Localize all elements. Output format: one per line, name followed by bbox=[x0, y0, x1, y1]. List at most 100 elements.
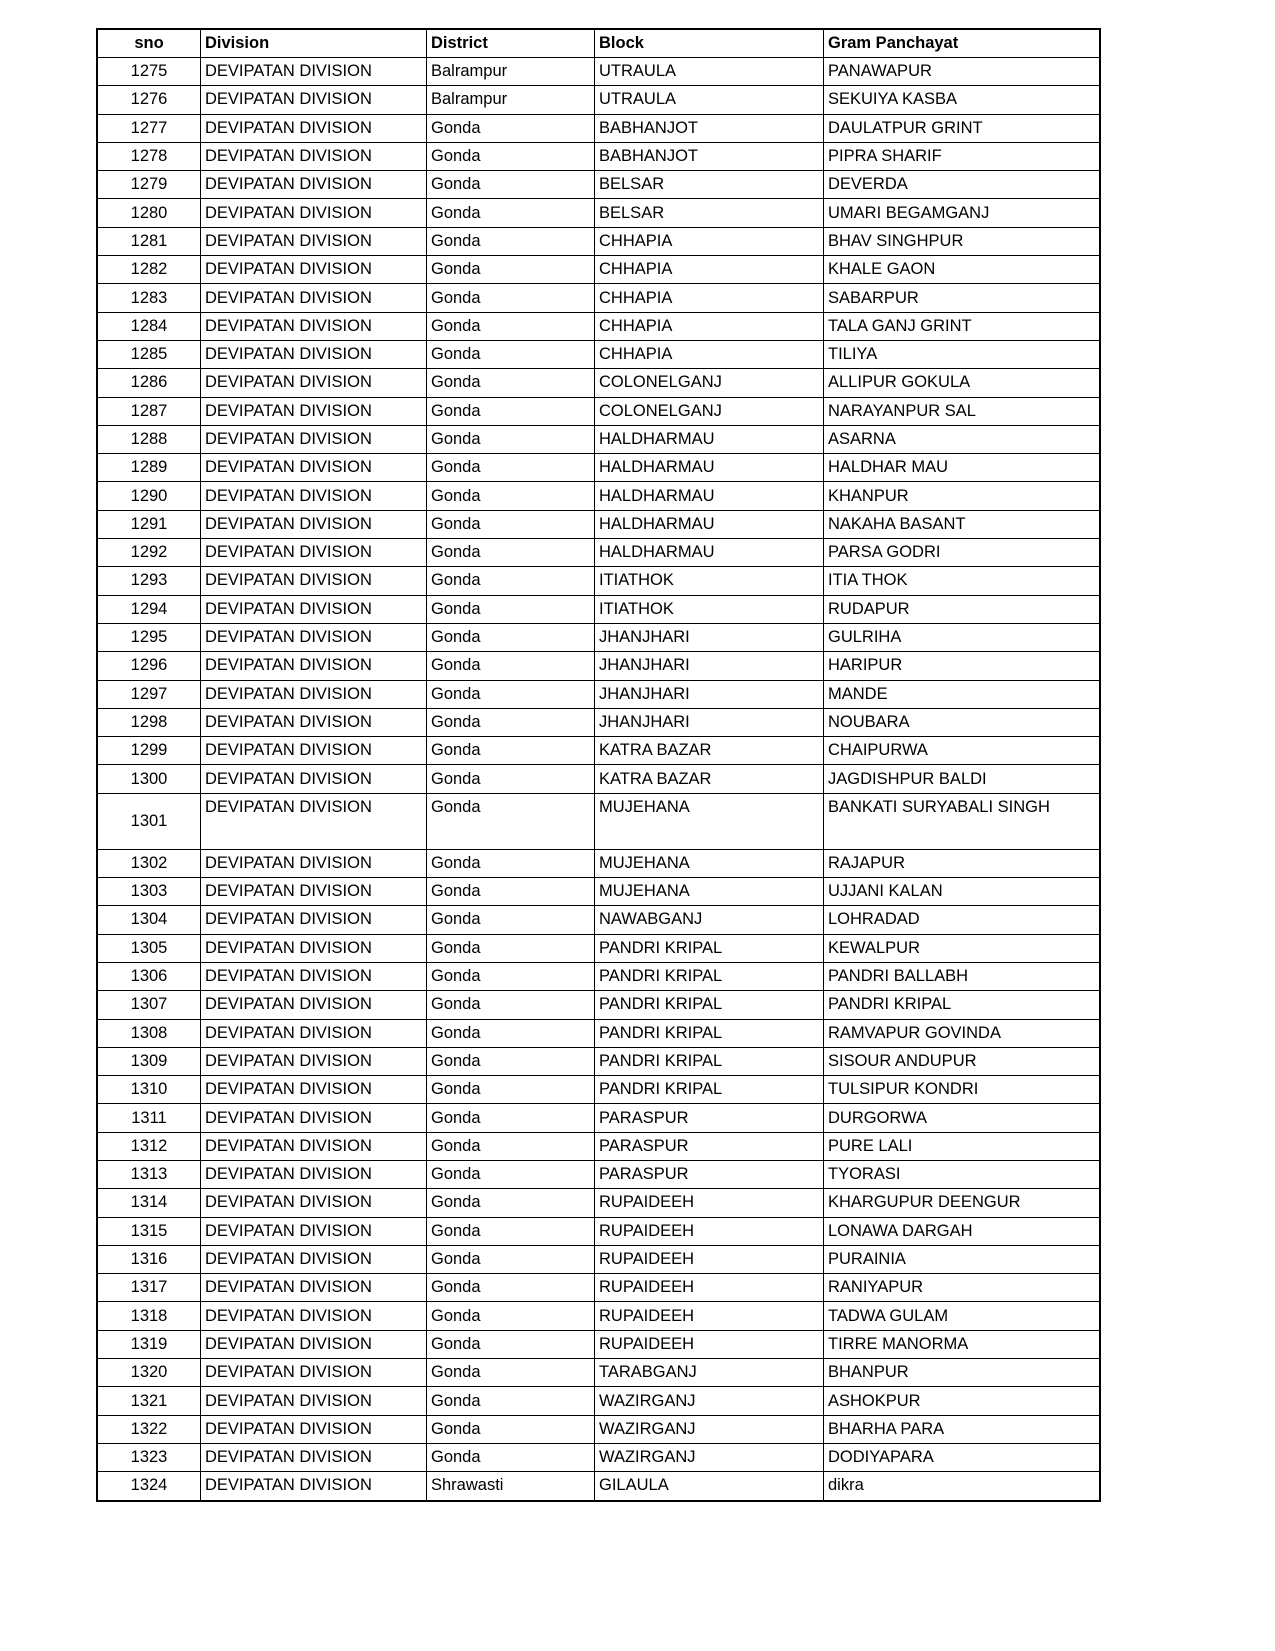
cell-sno: 1275 bbox=[96, 56, 201, 87]
table-row: 1304 DEVIPATAN DIVISION Gonda NAWABGANJ LOHR… bbox=[96, 905, 1101, 935]
cell-district: Gonda bbox=[426, 764, 595, 794]
header-sno: sno bbox=[96, 28, 201, 58]
cell-division: DEVIPATAN DIVISION bbox=[200, 368, 427, 398]
cell-district: Gonda bbox=[426, 877, 595, 907]
cell-gram-panchayat: TILIYA bbox=[823, 339, 1101, 370]
cell-sno: 1310 bbox=[96, 1075, 201, 1105]
cell-sno: 1281 bbox=[96, 226, 201, 257]
cell-block: HALDHARMAU bbox=[594, 424, 824, 455]
cell-division: DEVIPATAN DIVISION bbox=[200, 651, 427, 681]
cell-district: Gonda bbox=[426, 1075, 595, 1105]
cell-sno: 1278 bbox=[96, 141, 201, 172]
cell-gram-panchayat: TIRRE MANORMA bbox=[823, 1329, 1101, 1360]
table-row: 1313 DEVIPATAN DIVISION Gonda PARASPUR TYORA… bbox=[96, 1159, 1101, 1190]
table-row: 1278 DEVIPATAN DIVISION Gonda BABHANJOT PIPR… bbox=[96, 141, 1101, 172]
cell-gram-panchayat: LONAWA DARGAH bbox=[823, 1216, 1101, 1246]
cell-sno: 1288 bbox=[96, 424, 201, 455]
cell-division: DEVIPATAN DIVISION bbox=[200, 1301, 427, 1331]
cell-gram-panchayat: ALLIPUR GOKULA bbox=[823, 368, 1101, 398]
cell-district: Gonda bbox=[426, 198, 595, 228]
cell-sno: 1300 bbox=[96, 764, 201, 794]
table-row: 1322 DEVIPATAN DIVISION Gonda WAZIRGANJ BHAR… bbox=[96, 1414, 1101, 1444]
cell-block: UTRAULA bbox=[594, 85, 824, 115]
header-division: Division bbox=[200, 28, 427, 58]
cell-division: DEVIPATAN DIVISION bbox=[200, 226, 427, 257]
cell-division: DEVIPATAN DIVISION bbox=[200, 1329, 427, 1360]
cell-block: PARASPUR bbox=[594, 1159, 824, 1190]
cell-gram-panchayat: UJJANI KALAN bbox=[823, 877, 1101, 907]
cell-sno: 1305 bbox=[96, 933, 201, 963]
cell-sno: 1302 bbox=[96, 848, 201, 879]
cell-sno: 1301 bbox=[96, 792, 201, 850]
table-row: 1275 DEVIPATAN DIVISION Balrampur UTRAULA PA… bbox=[96, 56, 1101, 87]
cell-district: Gonda bbox=[426, 961, 595, 992]
cell-sno: 1290 bbox=[96, 481, 201, 511]
cell-division: DEVIPATAN DIVISION bbox=[200, 1386, 427, 1416]
cell-division: DEVIPATAN DIVISION bbox=[200, 56, 427, 87]
cell-block: CHHAPIA bbox=[594, 283, 824, 313]
cell-sno: 1285 bbox=[96, 339, 201, 370]
table-row: 1299 DEVIPATAN DIVISION Gonda KATRA BAZAR CH… bbox=[96, 736, 1101, 766]
table-row: 1317 DEVIPATAN DIVISION Gonda RUPAIDEEH RANI… bbox=[96, 1273, 1101, 1303]
cell-gram-panchayat: PARSA GODRI bbox=[823, 538, 1101, 568]
table-row: 1300 DEVIPATAN DIVISION Gonda KATRA BAZAR JA… bbox=[96, 764, 1101, 794]
cell-division: DEVIPATAN DIVISION bbox=[200, 1075, 427, 1105]
cell-district: Gonda bbox=[426, 1131, 595, 1161]
cell-block: PANDRI KRIPAL bbox=[594, 1046, 824, 1077]
cell-block: TARABGANJ bbox=[594, 1358, 824, 1388]
cell-gram-panchayat: DODIYAPARA bbox=[823, 1442, 1101, 1473]
cell-block: RUPAIDEEH bbox=[594, 1188, 824, 1218]
cell-division: DEVIPATAN DIVISION bbox=[200, 311, 427, 341]
cell-district: Gonda bbox=[426, 1442, 595, 1473]
table-row: 1305 DEVIPATAN DIVISION Gonda PANDRI KRIPAL… bbox=[96, 933, 1101, 963]
table-row: 1297 DEVIPATAN DIVISION Gonda JHANJHARI MAND… bbox=[96, 679, 1101, 709]
table-row: 1314 DEVIPATAN DIVISION Gonda RUPAIDEEH KHAR… bbox=[96, 1188, 1101, 1218]
cell-division: DEVIPATAN DIVISION bbox=[200, 1188, 427, 1218]
cell-sno: 1298 bbox=[96, 707, 201, 738]
cell-division: DEVIPATAN DIVISION bbox=[200, 509, 427, 540]
cell-district: Gonda bbox=[426, 538, 595, 568]
cell-block: WAZIRGANJ bbox=[594, 1414, 824, 1444]
cell-district: Gonda bbox=[426, 792, 595, 850]
cell-block: PARASPUR bbox=[594, 1103, 824, 1133]
table-row: 1319 DEVIPATAN DIVISION Gonda RUPAIDEEH TIRR… bbox=[96, 1329, 1101, 1360]
cell-block: MUJEHANA bbox=[594, 848, 824, 879]
cell-block: PANDRI KRIPAL bbox=[594, 1018, 824, 1048]
cell-division: DEVIPATAN DIVISION bbox=[200, 566, 427, 596]
cell-district: Gonda bbox=[426, 1358, 595, 1388]
cell-district: Gonda bbox=[426, 453, 595, 483]
cell-block: RUPAIDEEH bbox=[594, 1329, 824, 1360]
table-row: 1277 DEVIPATAN DIVISION Gonda BABHANJOT DAUL… bbox=[96, 113, 1101, 143]
cell-division: DEVIPATAN DIVISION bbox=[200, 1046, 427, 1077]
cell-gram-panchayat: DURGORWA bbox=[823, 1103, 1101, 1133]
cell-sno: 1296 bbox=[96, 651, 201, 681]
cell-district: Gonda bbox=[426, 1103, 595, 1133]
table-row: 1323 DEVIPATAN DIVISION Gonda WAZIRGANJ DODI… bbox=[96, 1442, 1101, 1473]
cell-gram-panchayat: NARAYANPUR SAL bbox=[823, 396, 1101, 426]
cell-sno: 1318 bbox=[96, 1301, 201, 1331]
cell-block: JHANJHARI bbox=[594, 651, 824, 681]
cell-gram-panchayat: HARIPUR bbox=[823, 651, 1101, 681]
cell-division: DEVIPATAN DIVISION bbox=[200, 1471, 427, 1502]
table-row: 1309 DEVIPATAN DIVISION Gonda PANDRI KRIPAL… bbox=[96, 1046, 1101, 1077]
cell-division: DEVIPATAN DIVISION bbox=[200, 679, 427, 709]
cell-sno: 1280 bbox=[96, 198, 201, 228]
cell-gram-panchayat: TADWA GULAM bbox=[823, 1301, 1101, 1331]
cell-gram-panchayat: JAGDISHPUR BALDI bbox=[823, 764, 1101, 794]
cell-district: Gonda bbox=[426, 905, 595, 935]
cell-district: Gonda bbox=[426, 933, 595, 963]
cell-block: COLONELGANJ bbox=[594, 368, 824, 398]
header-row: sno Division District Block Gram Panchay… bbox=[96, 28, 1101, 58]
cell-division: DEVIPATAN DIVISION bbox=[200, 396, 427, 426]
cell-gram-panchayat: RAJAPUR bbox=[823, 848, 1101, 879]
cell-block: COLONELGANJ bbox=[594, 396, 824, 426]
cell-sno: 1276 bbox=[96, 85, 201, 115]
cell-block: GILAULA bbox=[594, 1471, 824, 1502]
cell-sno: 1316 bbox=[96, 1244, 201, 1275]
cell-gram-panchayat: SABARPUR bbox=[823, 283, 1101, 313]
cell-gram-panchayat: dikra bbox=[823, 1471, 1101, 1502]
cell-gram-panchayat: HALDHAR MAU bbox=[823, 453, 1101, 483]
cell-district: Balrampur bbox=[426, 56, 595, 87]
cell-gram-panchayat: CHAIPURWA bbox=[823, 736, 1101, 766]
cell-gram-panchayat: PANAWAPUR bbox=[823, 56, 1101, 87]
